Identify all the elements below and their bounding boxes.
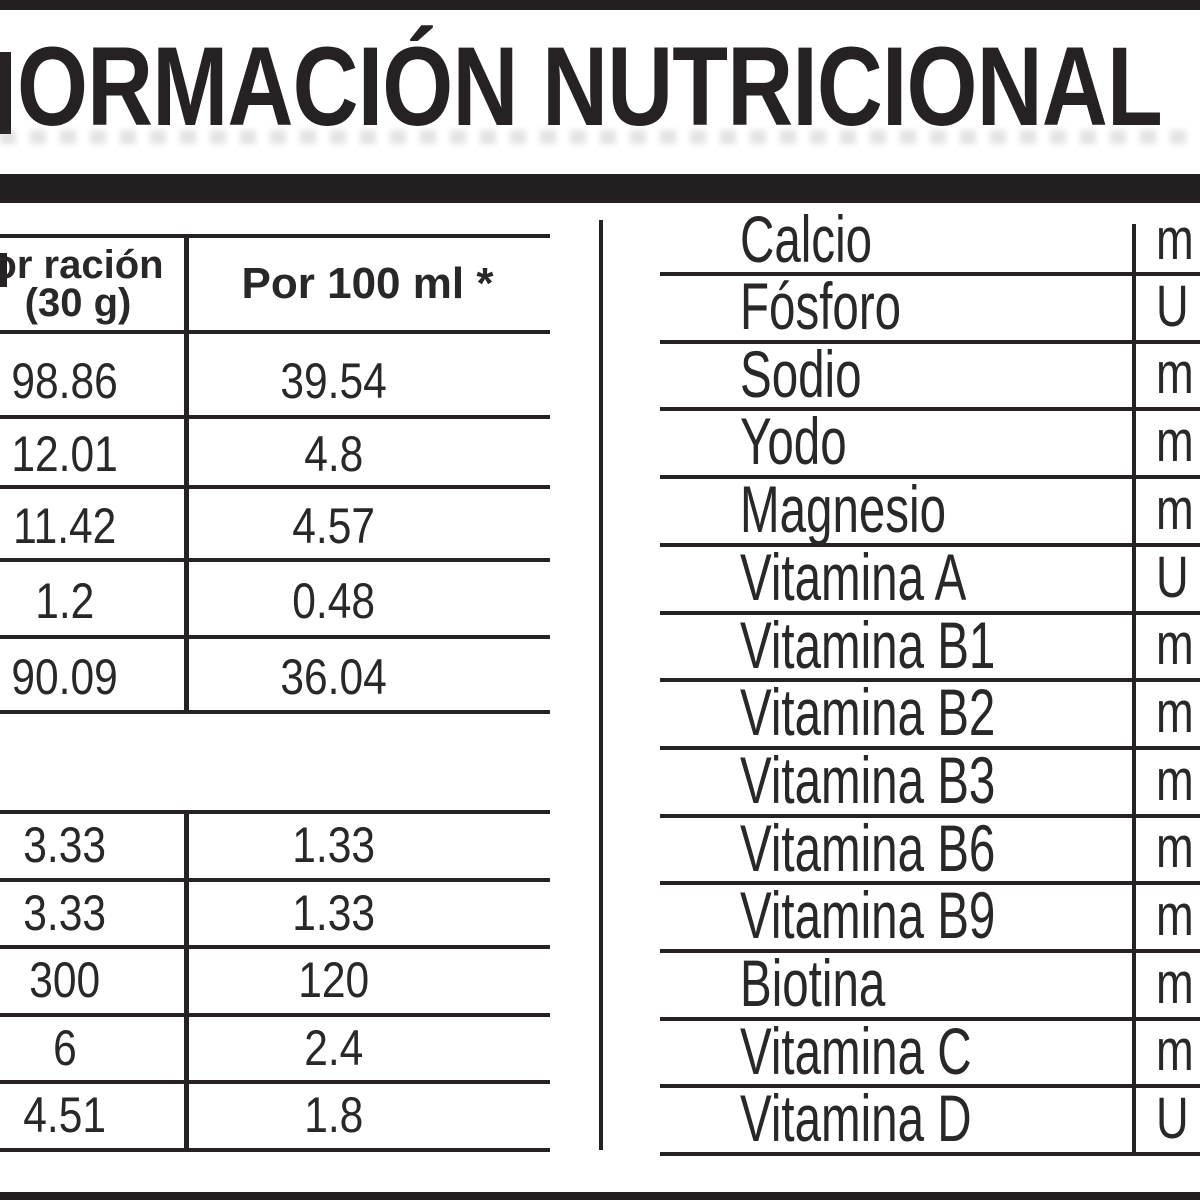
value-per-serving: 4.51 <box>23 1087 107 1143</box>
column-divider <box>184 810 189 1152</box>
table-line <box>660 949 1200 953</box>
table-line <box>660 1017 1200 1021</box>
header-line1: or ración <box>0 243 164 287</box>
table-line <box>0 635 550 639</box>
table-line <box>660 611 1200 615</box>
table-line <box>660 678 1200 682</box>
table-line <box>0 1080 550 1084</box>
value-per-100ml: 39.54 <box>280 352 388 409</box>
table-line <box>660 1152 1200 1156</box>
nutrient-unit: m <box>1156 679 1194 745</box>
unit-column-divider <box>1132 224 1136 1152</box>
value-per-serving: 300 <box>29 952 101 1008</box>
value-per-serving: 12.01 <box>11 426 119 482</box>
nutrient-name: Vitamina B3 <box>740 743 996 817</box>
nutrient-name: Fósforo <box>740 269 902 343</box>
value-per-100ml: 4.8 <box>304 426 364 482</box>
nutrient-unit: m <box>1156 1018 1194 1083</box>
value-per-serving: 3.33 <box>23 884 107 941</box>
nutrient-name: Biotina <box>740 946 886 1020</box>
nutrient-name: Magnesio <box>740 472 947 546</box>
table-line <box>660 340 1200 344</box>
nutrient-unit: m <box>1156 747 1194 813</box>
table-line <box>660 881 1200 885</box>
nutrient-name: Yodo <box>740 404 847 478</box>
column-header-per-serving: or ración (30 g) <box>0 238 186 330</box>
value-per-100ml: 1.33 <box>292 884 376 941</box>
value-per-100ml: 1.8 <box>304 1087 364 1143</box>
nutrient-name: Vitamina B2 <box>740 675 996 749</box>
nutrient-unit: m <box>1156 341 1194 406</box>
column-header-per-100ml: Por 100 ml * <box>241 259 494 308</box>
table-line <box>0 234 550 238</box>
top-black-bar <box>0 0 1200 10</box>
nutrient-unit: m <box>1156 408 1194 474</box>
table-line <box>0 485 550 489</box>
table-line <box>660 272 1200 276</box>
nutrient-unit: m <box>1156 882 1194 948</box>
nutrient-unit: m <box>1156 612 1194 677</box>
header-line2: (30 g) <box>24 281 132 325</box>
nutrient-unit: m <box>1156 950 1194 1016</box>
bottom-black-bar <box>0 1192 1200 1200</box>
table-line <box>660 1084 1200 1088</box>
value-per-serving: 1.2 <box>35 572 95 629</box>
value-per-100ml: 0.48 <box>292 572 376 629</box>
table-line <box>0 1148 550 1152</box>
table-line <box>660 543 1200 547</box>
table-line <box>660 475 1200 479</box>
nutrient-name: Vitamina A <box>740 540 967 614</box>
table-line <box>0 878 550 882</box>
value-per-serving: 98.86 <box>11 352 119 409</box>
table-line <box>0 558 550 562</box>
nutrient-unit: m <box>1156 206 1194 272</box>
cropped-letter-sliver <box>0 52 11 134</box>
value-per-serving: 11.42 <box>13 497 117 554</box>
page-title: ORMACIÓN NUTRICIONAL <box>17 24 1163 149</box>
value-per-100ml: 1.33 <box>292 817 376 873</box>
table-line <box>0 330 550 334</box>
nutrient-unit: m <box>1156 476 1194 542</box>
value-per-serving: 3.33 <box>23 817 107 873</box>
nutrient-unit: U <box>1156 273 1189 339</box>
value-per-100ml: 4.57 <box>292 497 376 554</box>
nutrient-name: Vitamina C <box>740 1013 972 1088</box>
table-line <box>0 945 550 949</box>
nutrient-unit: U <box>1156 1085 1189 1151</box>
cropped-letter-sliver <box>0 253 7 287</box>
table-left-border <box>599 220 603 1150</box>
table-line <box>660 746 1200 750</box>
table-line <box>0 415 550 419</box>
print-artifact-strip <box>0 130 1200 144</box>
nutrient-unit: U <box>1156 544 1189 610</box>
nutrient-name: Sodio <box>740 336 862 411</box>
value-per-100ml: 120 <box>298 952 370 1008</box>
nutrient-name: Vitamina D <box>740 1081 972 1155</box>
column-divider <box>184 234 189 714</box>
value-per-serving: 6 <box>53 1019 77 1076</box>
table-line <box>0 710 550 714</box>
value-per-100ml: 36.04 <box>280 648 388 705</box>
nutrient-name: Calcio <box>740 202 873 276</box>
nutrient-unit: m <box>1156 815 1194 880</box>
nutrient-name: Vitamina B1 <box>740 607 996 682</box>
table-line <box>660 407 1200 411</box>
nutrient-name: Vitamina B9 <box>740 878 996 952</box>
table-line <box>660 814 1200 818</box>
nutrient-name: Vitamina B6 <box>740 810 996 885</box>
separator-black-bar <box>0 174 1200 203</box>
value-per-serving: 90.09 <box>11 648 119 705</box>
value-per-100ml: 2.4 <box>304 1019 364 1076</box>
table-line <box>0 1013 550 1017</box>
table-line <box>0 810 550 814</box>
